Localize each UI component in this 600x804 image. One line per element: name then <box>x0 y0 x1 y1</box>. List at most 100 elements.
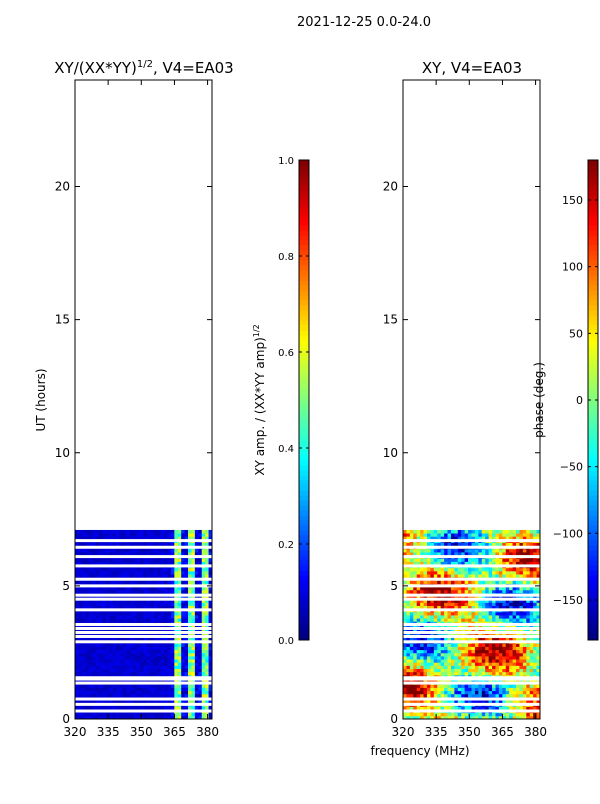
heatmap-cell <box>130 684 134 688</box>
heatmap-cell <box>174 568 178 572</box>
heatmap-cell <box>99 580 103 584</box>
heatmap-cell <box>468 552 472 556</box>
heatmap-cell <box>533 656 537 660</box>
heatmap-cell <box>96 659 100 663</box>
heatmap-cell <box>417 530 421 534</box>
heatmap-cell <box>499 612 503 616</box>
heatmap-cell <box>465 590 469 594</box>
heatmap-cell <box>171 549 175 553</box>
heatmap-cell <box>482 684 486 688</box>
heatmap-cell <box>441 615 445 619</box>
heatmap-cell <box>523 656 527 660</box>
heatmap-cell <box>178 672 182 676</box>
heatmap-cell <box>482 543 486 547</box>
heatmap-cell <box>96 568 100 572</box>
heatmap-cell <box>509 706 513 710</box>
heatmap-cell <box>461 558 465 562</box>
heatmap-cell <box>489 684 493 688</box>
colorbar-swatch <box>299 290 309 296</box>
heatmap-cell <box>185 580 189 584</box>
heatmap-cell <box>454 684 458 688</box>
heatmap-cell <box>133 580 137 584</box>
heatmap-cell <box>116 669 120 673</box>
heatmap-cell <box>472 549 476 553</box>
heatmap-cell <box>140 659 144 663</box>
heatmap-cell <box>116 530 120 534</box>
heatmap-cell <box>144 653 148 657</box>
heatmap-cell <box>144 571 148 575</box>
heatmap-cell <box>82 543 86 547</box>
heatmap-cell <box>178 615 182 619</box>
heatmap-cell <box>509 612 513 616</box>
heatmap-cell <box>403 672 407 676</box>
heatmap-cell <box>113 558 117 562</box>
heatmap-cell <box>461 653 465 657</box>
heatmap-cell <box>444 669 448 673</box>
heatmap-cell <box>116 687 120 691</box>
heatmap-cell <box>202 552 206 556</box>
heatmap-cell <box>205 615 209 619</box>
heatmap-cell <box>99 533 103 537</box>
heatmap-cell <box>144 558 148 562</box>
heatmap-cell <box>516 665 520 669</box>
heatmap-cell <box>178 552 182 556</box>
heatmap-cell <box>530 687 534 691</box>
heatmap-cell <box>448 612 452 616</box>
heatmap-cell <box>530 713 534 717</box>
heatmap-cell <box>154 672 158 676</box>
heatmap-cell <box>465 694 469 698</box>
heatmap-cell <box>478 713 482 717</box>
heatmap-cell <box>126 691 130 695</box>
heatmap-cell <box>185 694 189 698</box>
heatmap-cell <box>434 618 438 622</box>
heatmap-cell <box>434 568 438 572</box>
heatmap-cell <box>140 549 144 553</box>
heatmap-cell <box>448 533 452 537</box>
heatmap-cell <box>171 533 175 537</box>
heatmap-cell <box>126 653 130 657</box>
heatmap-cell <box>430 552 434 556</box>
heatmap-cell <box>198 656 202 660</box>
heatmap-cell <box>513 533 517 537</box>
heatmap-cell <box>181 552 185 556</box>
heatmap-cell <box>526 684 530 688</box>
heatmap-cell <box>506 647 510 651</box>
heatmap-cell <box>465 530 469 534</box>
heatmap-cell <box>461 662 465 666</box>
heatmap-cell <box>458 687 462 691</box>
heatmap-cell <box>181 643 185 647</box>
heatmap-cell <box>506 713 510 717</box>
heatmap-cell <box>434 706 438 710</box>
heatmap-cell <box>509 643 513 647</box>
heatmap-cell <box>403 543 407 547</box>
heatmap-cell <box>468 691 472 695</box>
heatmap-cell <box>424 530 428 534</box>
heatmap-cell <box>434 647 438 651</box>
heatmap-cell <box>106 662 110 666</box>
heatmap-cell <box>130 665 134 669</box>
heatmap-cell <box>78 650 82 654</box>
flagged-row <box>75 635 212 638</box>
heatmap-cell <box>202 672 206 676</box>
colorbar-swatch <box>299 560 309 566</box>
heatmap-cell <box>410 706 414 710</box>
heatmap-cell <box>523 543 527 547</box>
heatmap-cell <box>406 574 410 578</box>
heatmap-cell <box>482 694 486 698</box>
heatmap-cell <box>472 543 476 547</box>
heatmap-cell <box>485 571 489 575</box>
heatmap-cell <box>472 580 476 584</box>
heatmap-cell <box>417 590 421 594</box>
heatmap-cell <box>161 580 165 584</box>
heatmap-cell <box>468 571 472 575</box>
heatmap-cell <box>167 571 171 575</box>
heatmap-cell <box>120 543 124 547</box>
heatmap-cell <box>116 543 120 547</box>
heatmap-cell <box>448 706 452 710</box>
heatmap-cell <box>530 558 534 562</box>
heatmap-cell <box>147 665 151 669</box>
heatmap-cell <box>448 530 452 534</box>
heatmap-cell <box>120 580 124 584</box>
heatmap-cell <box>509 665 513 669</box>
heatmap-cell <box>178 653 182 657</box>
